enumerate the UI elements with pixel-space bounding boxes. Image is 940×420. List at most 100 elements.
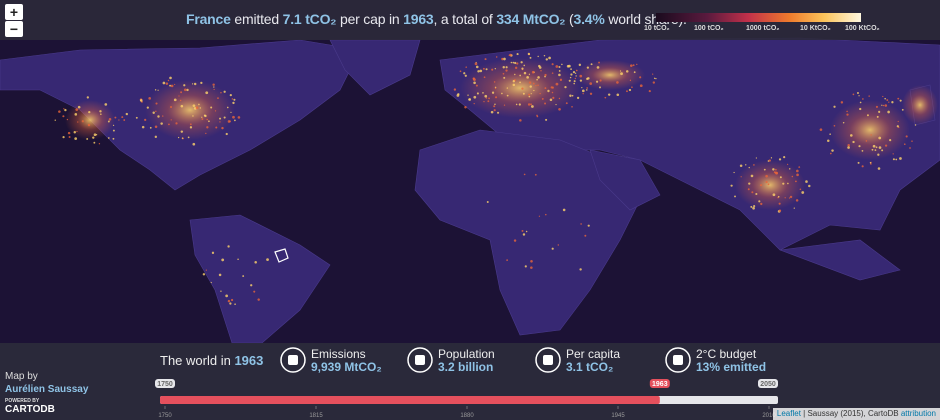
dot (858, 145, 861, 148)
dot (488, 97, 490, 100)
dot (165, 82, 169, 85)
powered-by: POWERED BY (5, 398, 40, 404)
dot (747, 188, 750, 191)
dot (753, 204, 756, 208)
dot (755, 157, 757, 159)
zoom-in[interactable]: + (5, 4, 23, 20)
dot (584, 234, 587, 237)
dot (759, 184, 762, 186)
dot (629, 79, 632, 81)
dot (213, 86, 215, 88)
dot (739, 164, 743, 168)
headline: France emitted 7.1 tCO₂ per cap in 1963,… (186, 11, 687, 27)
dot (748, 166, 750, 169)
dot (229, 93, 232, 97)
dot (121, 116, 124, 119)
zoom-out[interactable]: − (5, 21, 23, 37)
emission-glow (65, 58, 938, 210)
dot (234, 119, 236, 122)
author[interactable]: Aurélien Saussay (5, 384, 89, 395)
credit-label: Map by (5, 371, 38, 382)
dot (125, 112, 129, 116)
dot (564, 85, 567, 89)
dot (107, 137, 110, 139)
leaflet-link[interactable]: Leaflet (776, 409, 801, 418)
dot (765, 181, 768, 184)
dot (189, 123, 192, 126)
dot (515, 103, 518, 106)
dot (76, 130, 78, 133)
dot (878, 146, 882, 149)
dot (896, 125, 899, 128)
dot (544, 87, 547, 90)
stat-value: 13% emitted (696, 360, 766, 374)
dot (58, 110, 61, 113)
dot (484, 58, 487, 61)
dot (200, 81, 203, 85)
dot (501, 92, 503, 95)
stat-label: Emissions (311, 347, 366, 361)
dot (530, 266, 533, 269)
dot (108, 118, 112, 121)
dot (169, 76, 172, 80)
timeline-value-bg (649, 379, 670, 388)
dot (565, 102, 568, 105)
dot (872, 144, 876, 148)
dot (527, 52, 531, 56)
dot (503, 104, 506, 106)
dot (805, 180, 808, 183)
dot (81, 120, 84, 123)
dot (549, 98, 553, 102)
dot (734, 195, 736, 198)
dot (107, 120, 110, 123)
dot (529, 85, 532, 88)
dot (607, 93, 611, 96)
dot (876, 115, 879, 118)
timeline-max-bg (758, 379, 778, 388)
dot (516, 53, 519, 56)
dot (852, 140, 855, 144)
dot (887, 110, 890, 114)
dot (266, 258, 269, 262)
dot (639, 84, 643, 88)
stat-icon-glyph (673, 355, 683, 365)
dot (750, 205, 753, 208)
stat-icon (280, 347, 306, 373)
dot (201, 116, 203, 118)
dot (87, 123, 91, 127)
timeline-tick-label: 1815 (309, 413, 323, 419)
stat-label: 2°C budget (696, 347, 757, 361)
dot (519, 81, 521, 84)
dot (453, 88, 457, 91)
dot (862, 98, 864, 100)
dot (557, 244, 560, 246)
dot (521, 67, 524, 70)
dot (871, 148, 874, 151)
dot (630, 64, 633, 67)
dot (878, 110, 881, 113)
dot (846, 110, 848, 113)
dot (829, 152, 832, 155)
attribution-link[interactable]: attribution (900, 409, 936, 418)
dot (212, 83, 215, 86)
dot (905, 135, 908, 138)
dot (571, 105, 573, 108)
dot (544, 102, 547, 105)
dot (536, 78, 538, 81)
text: emitted (234, 11, 279, 27)
dot (135, 116, 138, 119)
dot (599, 86, 601, 89)
dot (206, 126, 209, 129)
year: 1963 (403, 11, 434, 27)
cartodb-logo[interactable]: CARTODB (5, 404, 55, 415)
dot (770, 157, 773, 159)
dot (598, 61, 600, 64)
dot (501, 57, 504, 60)
dot (180, 104, 184, 108)
dot (778, 158, 782, 161)
dot (148, 97, 151, 100)
dot (257, 298, 260, 301)
dot (547, 89, 550, 93)
dot (495, 56, 498, 58)
dot (465, 66, 467, 68)
